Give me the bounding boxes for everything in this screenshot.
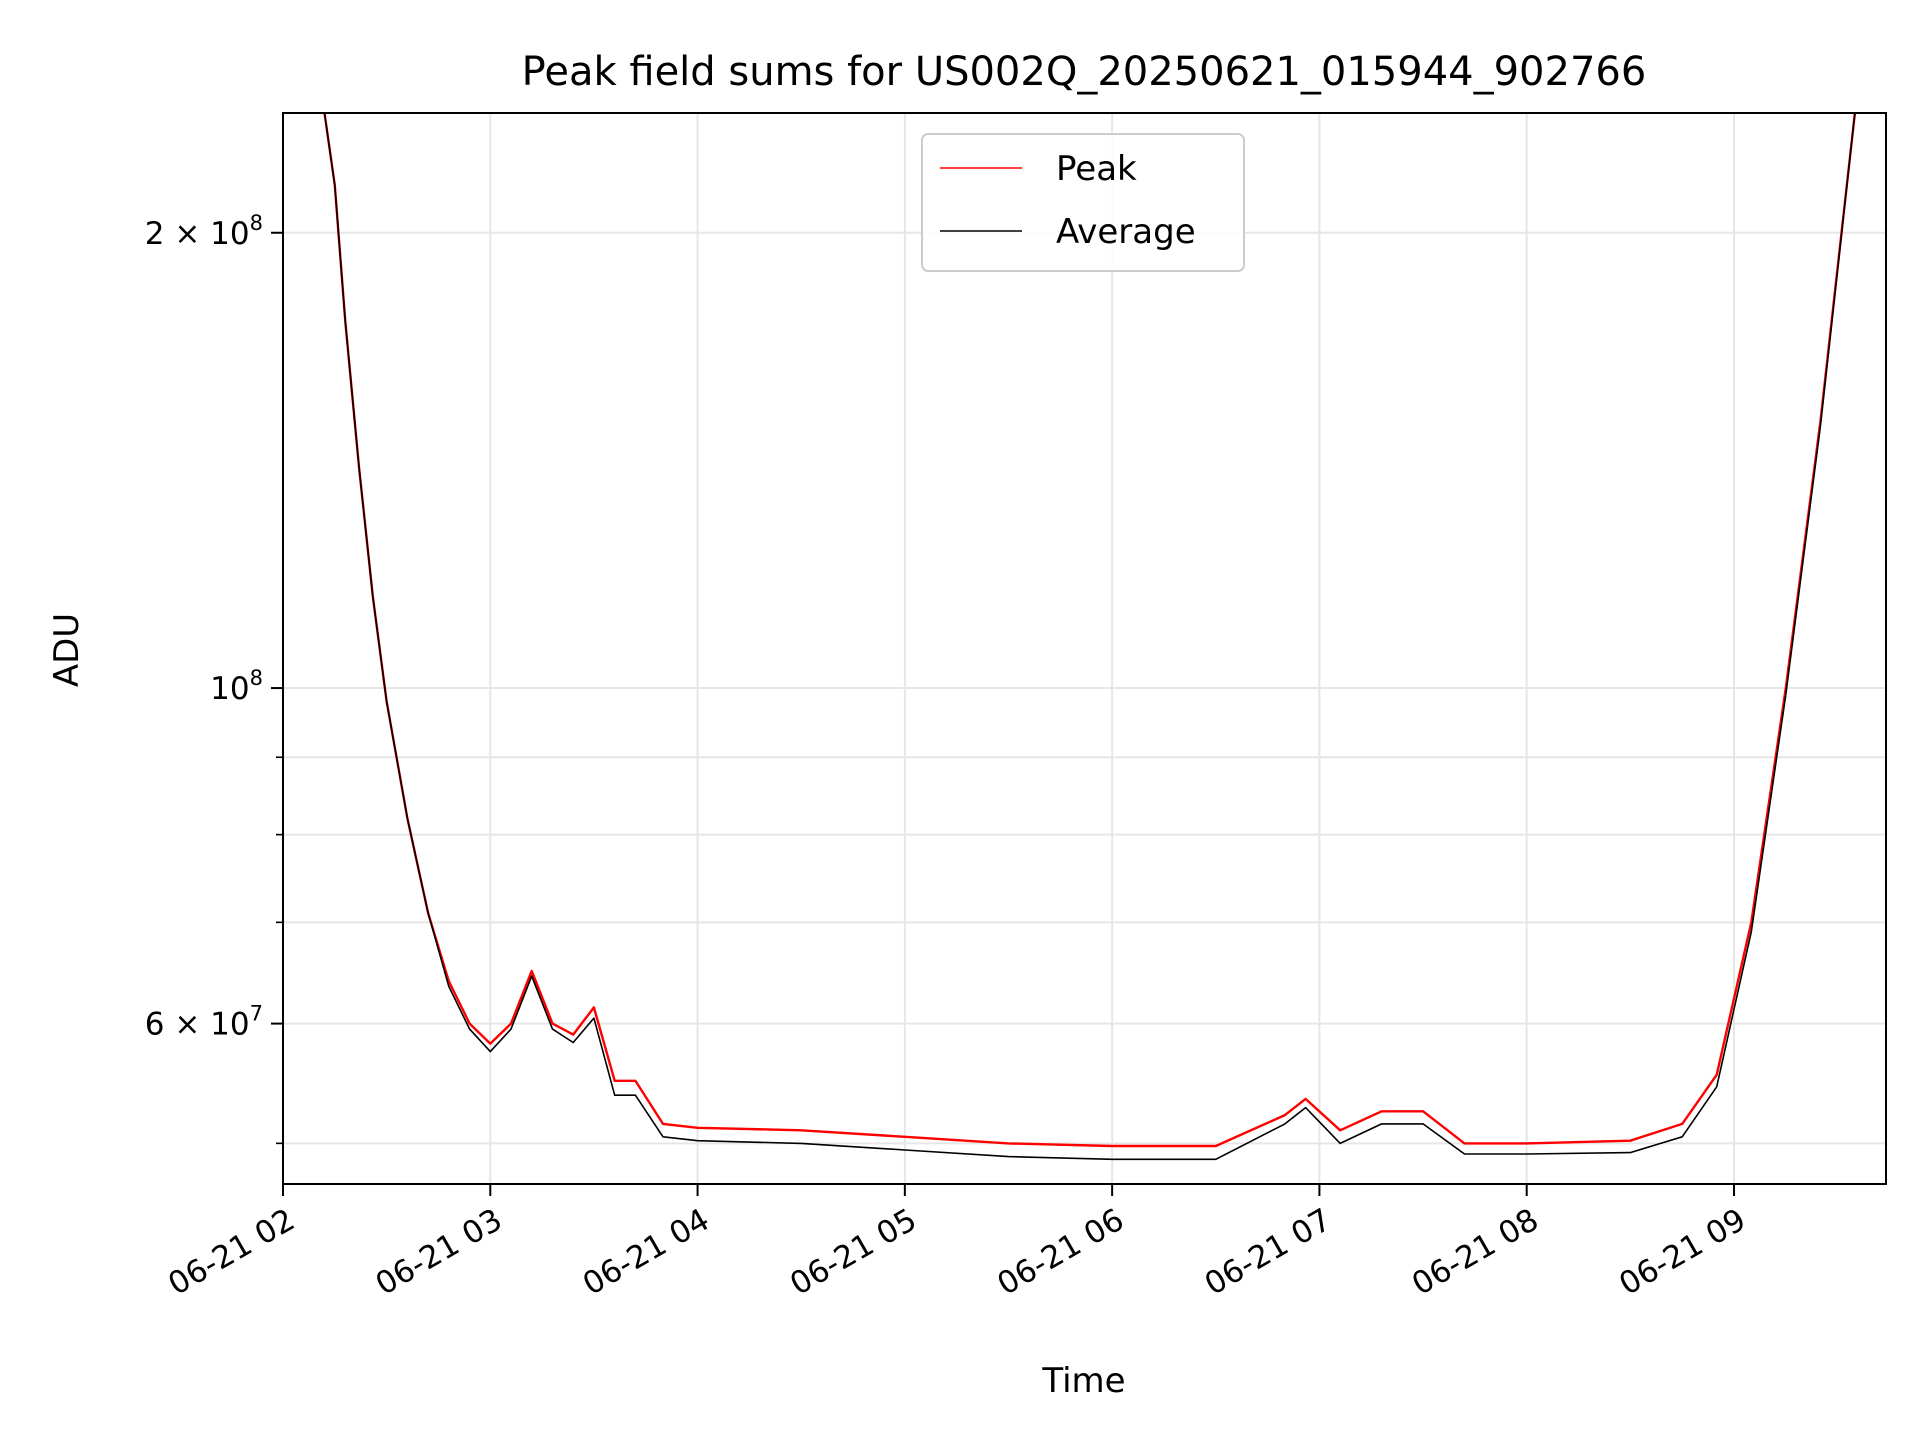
legend-label-average: Average	[1056, 212, 1196, 252]
x-axis-label: Time	[1041, 1361, 1125, 1401]
legend-label-peak: Peak	[1056, 149, 1137, 189]
y-tick-label-exponent: 8	[250, 211, 263, 235]
y-tick-label-base: 6 × 10	[145, 1007, 250, 1043]
x-tick-label: 06-21 07	[1199, 1202, 1338, 1303]
legend[interactable]: Peak Average	[921, 133, 1245, 272]
x-tick-label: 06-21 06	[991, 1202, 1130, 1303]
y-tick-label-base: 10	[210, 671, 249, 707]
plot-series	[323, 113, 1857, 1161]
grid	[282, 113, 1886, 1184]
y-tick-label-exponent: 7	[250, 1002, 263, 1026]
x-tick-label: 06-21 03	[370, 1202, 509, 1303]
y-tick-label: 6 × 107	[145, 1002, 263, 1043]
y-tick-label-exponent: 8	[250, 666, 263, 690]
x-tick-label: 06-21 09	[1613, 1202, 1752, 1303]
y-tick-label: 108	[210, 666, 263, 707]
x-tick-label: 06-21 02	[162, 1202, 301, 1303]
x-tick-label: 06-21 08	[1406, 1202, 1545, 1303]
x-tick-label: 06-21 05	[784, 1202, 923, 1303]
plot-frame	[282, 112, 1887, 1185]
series-line-average	[323, 113, 1856, 1161]
y-axis-label: ADU	[47, 613, 87, 687]
x-tick-label: 06-21 04	[577, 1202, 716, 1303]
chart-title: Peak field sums for US002Q_20250621_0159…	[522, 49, 1647, 95]
x-axis-ticks: 06-21 02 06-21 03 06-21 04 06-21 05 06-21 06…	[162, 1184, 1752, 1303]
y-tick-label-base: 2 × 10	[145, 216, 250, 252]
y-tick-label: 2 × 108	[145, 211, 263, 252]
